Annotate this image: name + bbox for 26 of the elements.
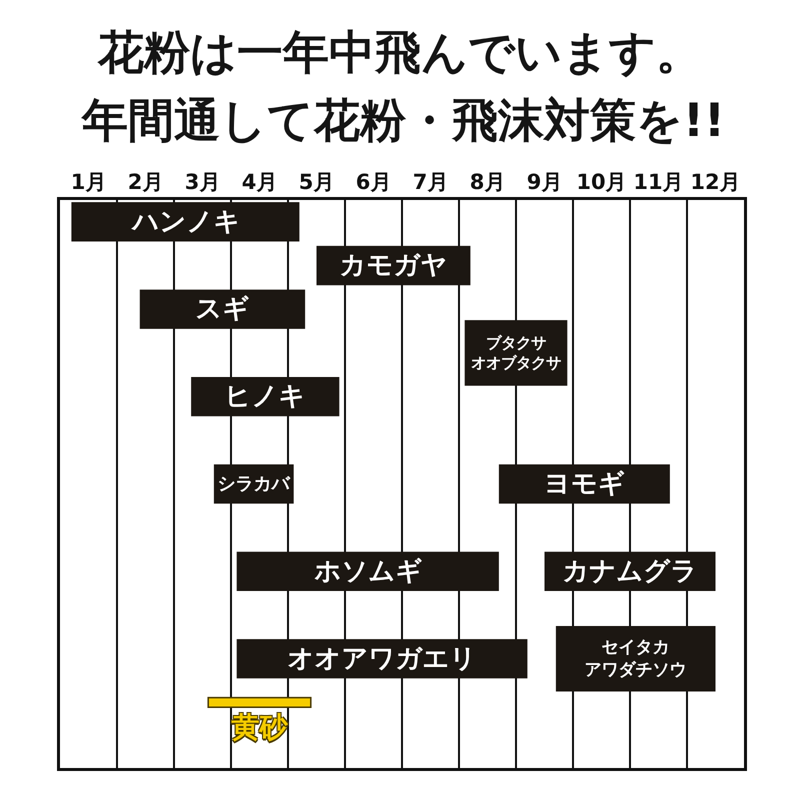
data-label: オオアワガエリ	[288, 644, 477, 674]
x-tick-label: 5月	[298, 170, 334, 194]
data-label: ブタクサオオブタクサ	[471, 334, 561, 372]
data-label: ホソムギ	[313, 556, 422, 586]
x-tick-label: 4月	[242, 170, 278, 194]
x-tick-label: 7月	[412, 170, 448, 194]
chart-title: 花粉は一年中飛んでいます。	[97, 25, 702, 80]
x-tick-label: 6月	[356, 170, 392, 194]
data-label: スギ	[195, 294, 250, 324]
x-tick-label: 8月	[470, 170, 506, 194]
bar	[207, 696, 312, 708]
x-tick-label: 3月	[184, 170, 220, 194]
x-tick-label: 11月	[633, 170, 684, 194]
data-label: シラカバ	[217, 474, 290, 494]
data-label: ハンノキ	[130, 206, 240, 237]
x-tick-label: 1月	[70, 170, 106, 194]
data-label: セイタカアワダチソウ	[584, 638, 687, 680]
x-tick-label: 2月	[128, 170, 164, 194]
chart-subtitle: 年間通して花粉・飛沫対策を!!	[80, 93, 725, 147]
data-label: カナムグラ	[562, 556, 698, 586]
x-tick-label: 10月	[576, 170, 627, 194]
x-tick-label: 9月	[526, 170, 562, 194]
data-label: ヨモギ	[544, 469, 625, 499]
x-tick-label: 12月	[690, 170, 741, 194]
data-label: カモガヤ	[339, 250, 448, 281]
data-label: ヒノキ	[224, 382, 306, 412]
